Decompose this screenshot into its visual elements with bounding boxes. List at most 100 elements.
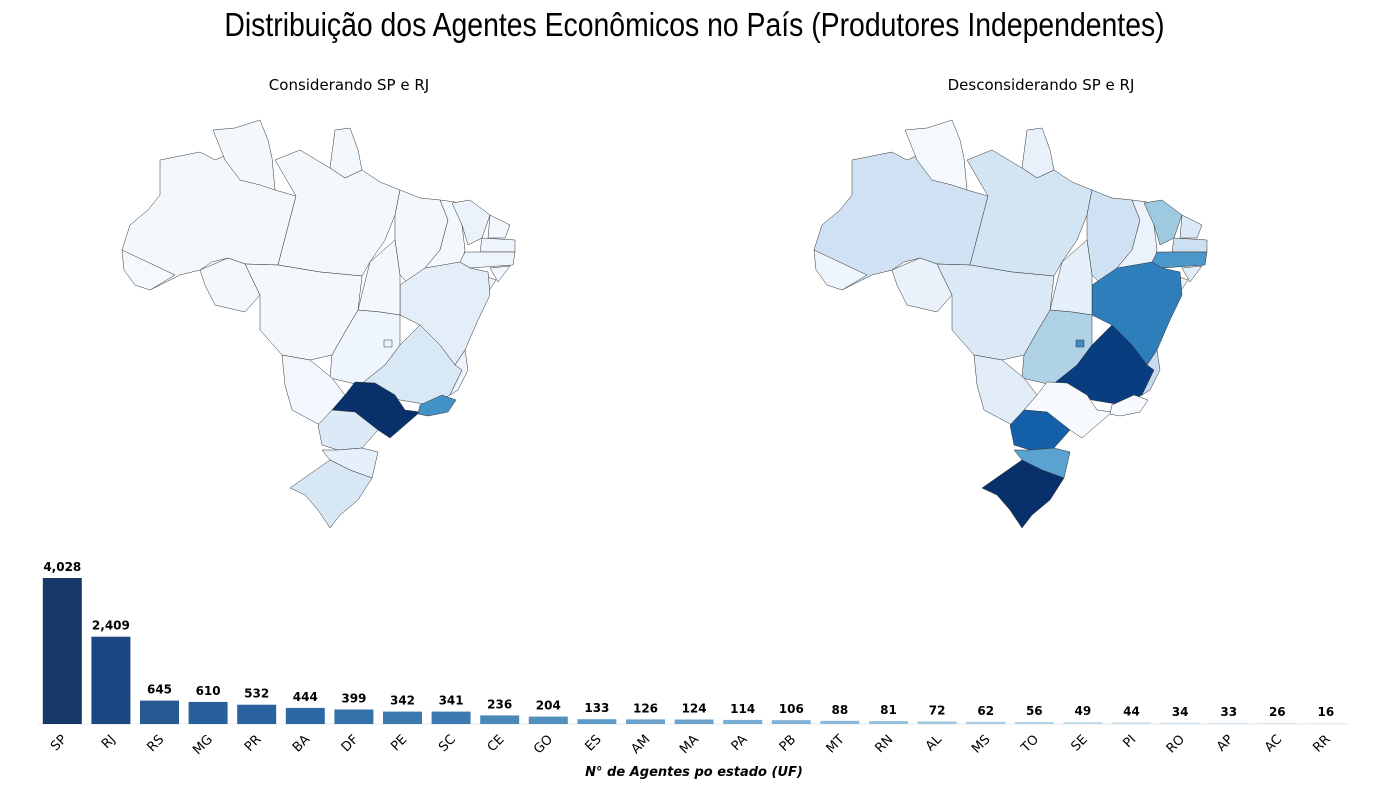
x-tick-label-pe: PE bbox=[388, 732, 410, 754]
bar-mt bbox=[820, 720, 860, 724]
bar-se bbox=[1063, 722, 1103, 724]
x-tick-label-es: ES bbox=[582, 732, 604, 754]
tick-labels-group: SP RJ RS MG PR BA DF PE SC CE GO ES AM MA PA PB MT RN AL MS… bbox=[48, 732, 1334, 758]
x-tick-label-ap: AP bbox=[1214, 732, 1237, 755]
bar-value-label-am: 126 bbox=[633, 701, 658, 715]
bar-value-label-mt: 88 bbox=[832, 703, 849, 717]
bar-value-label-pb: 106 bbox=[779, 702, 804, 716]
state-pe-right bbox=[1151, 251, 1208, 269]
x-tick-label-go: GO bbox=[531, 732, 556, 757]
bar-pa bbox=[723, 719, 763, 724]
brazil-map-right bbox=[813, 119, 1208, 529]
bar-value-label-al: 72 bbox=[929, 703, 946, 717]
x-tick-label-rn: RN bbox=[872, 732, 896, 756]
state-ro-right bbox=[891, 257, 953, 313]
bar-pb bbox=[771, 720, 811, 724]
x-tick-label-am: AM bbox=[629, 732, 654, 757]
state-pr-right bbox=[1009, 409, 1071, 451]
bar-value-label-pi: 44 bbox=[1123, 704, 1140, 718]
bar-pr bbox=[237, 704, 277, 724]
x-tick-label-mt: MT bbox=[824, 732, 848, 756]
state-rj-right bbox=[1109, 394, 1149, 417]
x-axis-label: N° de Agentes po estado (UF) bbox=[585, 765, 803, 780]
state-rs-left bbox=[289, 459, 373, 529]
x-tick-label-al: AL bbox=[923, 732, 946, 755]
state-pr-left bbox=[317, 409, 379, 451]
bar-value-label-se: 49 bbox=[1075, 704, 1092, 718]
bar-value-label-df: 399 bbox=[341, 692, 366, 706]
x-tick-label-pi: PI bbox=[1120, 732, 1139, 751]
bar-ac bbox=[1257, 722, 1297, 724]
state-rr-left bbox=[212, 119, 276, 191]
x-tick-label-ac: AC bbox=[1262, 732, 1285, 755]
bar-sc bbox=[431, 711, 471, 724]
bar-value-label-ro: 34 bbox=[1172, 705, 1189, 719]
bar-rr bbox=[1306, 722, 1346, 724]
bar-pe bbox=[383, 711, 422, 724]
bar-value-label-sp: 4,028 bbox=[43, 560, 81, 574]
map-right-title: Desconsiderando SP e RJ bbox=[947, 76, 1135, 94]
chart-title: Distribuição dos Agentes Econômicos no P… bbox=[224, 6, 1165, 43]
x-tick-label-ce: CE bbox=[485, 732, 508, 755]
state-ac-left bbox=[121, 249, 176, 291]
bar-value-label-pe: 342 bbox=[390, 694, 415, 708]
bar-ce bbox=[480, 715, 520, 724]
bar-value-label-ce: 236 bbox=[487, 697, 512, 711]
x-tick-label-mg: MG bbox=[190, 732, 216, 758]
x-tick-label-rr: RR bbox=[1310, 732, 1333, 755]
bar-ap bbox=[1209, 722, 1249, 724]
bar-df bbox=[334, 709, 374, 724]
state-df-right bbox=[1075, 339, 1085, 348]
state-es-left bbox=[449, 349, 469, 396]
x-tick-label-pr: PR bbox=[242, 732, 265, 755]
bar-value-label-go: 204 bbox=[536, 699, 561, 713]
bar-ro bbox=[1160, 722, 1200, 724]
bar-value-label-rn: 81 bbox=[880, 703, 897, 717]
state-es-right bbox=[1141, 349, 1161, 396]
value-labels-group: 4,028 2,409 645 610 532 444 399 342 341 236 204 133… bbox=[43, 560, 1334, 719]
bar-value-label-ms: 62 bbox=[977, 704, 994, 718]
bar-value-label-pa: 114 bbox=[730, 702, 755, 716]
bar-ba bbox=[285, 707, 325, 724]
bar-ms bbox=[966, 721, 1006, 724]
bar-value-label-es: 133 bbox=[584, 701, 609, 715]
state-ac-right bbox=[813, 249, 868, 291]
bar-value-label-rs: 645 bbox=[147, 683, 172, 697]
bar-al bbox=[917, 721, 957, 724]
state-df-left bbox=[383, 339, 393, 348]
bars-group bbox=[42, 578, 1346, 724]
x-tick-label-rj: RJ bbox=[99, 732, 119, 752]
bar-value-label-ap: 33 bbox=[1220, 705, 1237, 719]
x-tick-label-rs: RS bbox=[144, 732, 167, 755]
bar-value-label-mg: 610 bbox=[196, 684, 221, 698]
x-tick-label-ms: MS bbox=[969, 732, 993, 756]
bar-rn bbox=[869, 721, 908, 724]
bar-value-label-rj: 2,409 bbox=[92, 619, 130, 633]
x-tick-label-sp: SP bbox=[48, 732, 70, 754]
bar-value-label-ac: 26 bbox=[1269, 705, 1286, 719]
bar-am bbox=[626, 719, 665, 724]
state-rs-right bbox=[981, 459, 1065, 529]
bar-rs bbox=[140, 700, 179, 724]
bar-mg bbox=[188, 701, 228, 724]
state-rj-left bbox=[417, 394, 457, 417]
bar-sp bbox=[42, 578, 82, 724]
x-tick-label-ba: BA bbox=[290, 732, 313, 755]
bar-to bbox=[1014, 722, 1054, 724]
state-rn-left bbox=[487, 214, 511, 239]
map-left-title: Considerando SP e RJ bbox=[268, 76, 430, 94]
bar-rj bbox=[91, 636, 131, 724]
state-rn-right bbox=[1179, 214, 1203, 239]
x-tick-label-se: SE bbox=[1068, 732, 1090, 754]
bar-ma bbox=[674, 719, 714, 724]
state-al-left bbox=[489, 265, 511, 283]
bar-value-label-pr: 532 bbox=[244, 687, 269, 701]
x-tick-label-to: TO bbox=[1018, 732, 1042, 756]
x-tick-label-pb: PB bbox=[777, 732, 799, 754]
x-tick-label-sc: SC bbox=[436, 732, 459, 755]
brazil-map-left bbox=[121, 119, 516, 529]
x-tick-label-ro: RO bbox=[1164, 732, 1188, 756]
state-pe-left bbox=[459, 251, 516, 269]
